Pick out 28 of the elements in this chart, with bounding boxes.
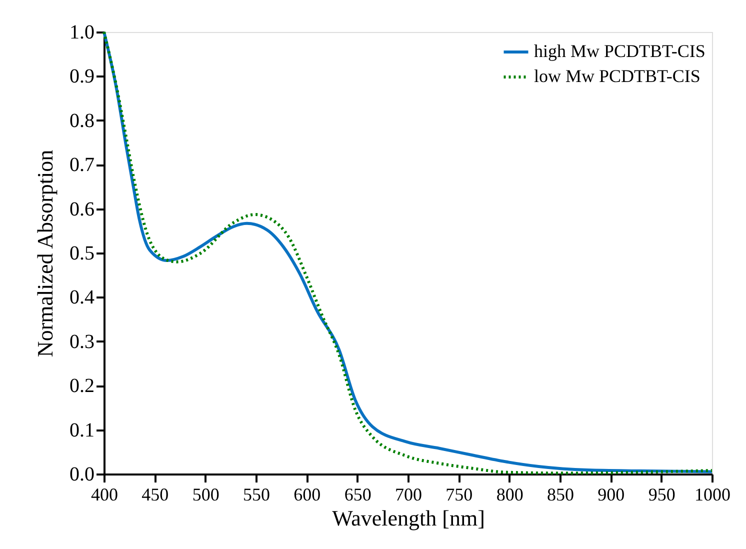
x-tick-label: 900 <box>598 484 625 504</box>
y-tick-label: 0.9 <box>70 66 94 88</box>
x-tick-label: 550 <box>243 484 270 504</box>
y-tick-label: 0.4 <box>70 286 94 309</box>
x-tick-label: 750 <box>446 484 473 504</box>
x-tick-label: 600 <box>294 484 321 504</box>
y-tick-label: 0.2 <box>70 375 94 398</box>
y-tick-label: 0.5 <box>70 242 94 264</box>
y-tick-label: 0.0 <box>70 464 94 486</box>
y-tick-label: 1.0 <box>70 22 94 44</box>
x-tick-label: 500 <box>192 484 220 504</box>
legend-label: high Mw PCDTBT-CIS <box>534 41 706 61</box>
y-tick-label: 0.6 <box>70 198 94 220</box>
legend-label: low Mw PCDTBT-CIS <box>534 66 700 86</box>
x-tick-label: 650 <box>344 484 372 504</box>
y-axis-title: Normalized Absorption <box>32 150 58 358</box>
y-tick-label: 0.3 <box>70 330 94 353</box>
x-axis-title: Wavelength [nm] <box>332 506 485 530</box>
y-tick-label: 0.8 <box>70 110 94 132</box>
x-tick-label: 400 <box>91 484 118 504</box>
x-tick-label: 450 <box>142 484 169 504</box>
x-tick-label: 850 <box>547 484 574 504</box>
x-tick-label: 800 <box>496 484 524 504</box>
x-tick-label: 700 <box>395 484 422 504</box>
x-tick-label: 1000 <box>694 484 730 504</box>
x-tick-label: 950 <box>648 484 676 504</box>
y-tick-label: 0.7 <box>70 154 94 176</box>
y-tick-label: 0.1 <box>70 419 94 442</box>
